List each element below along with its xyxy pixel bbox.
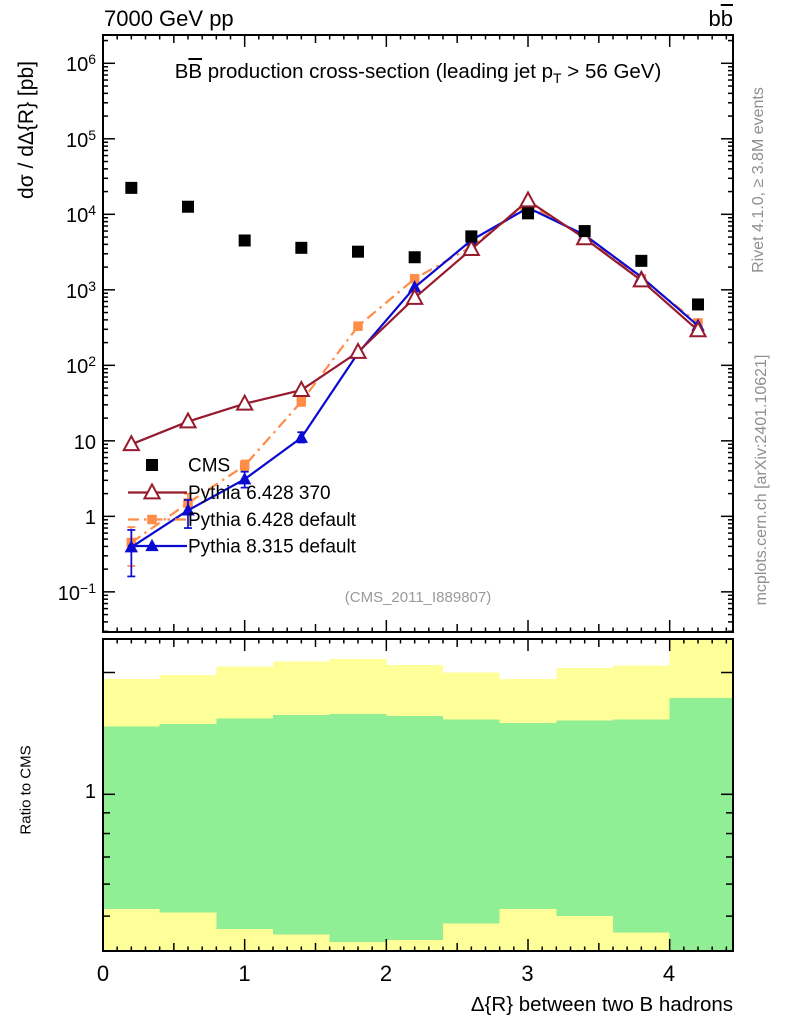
ymain-tick-1e3: 103 bbox=[65, 278, 96, 303]
legend: CMS Pythia 6.428 370 Pythia 6.428 default P… bbox=[128, 456, 357, 558]
data-marker bbox=[238, 234, 251, 247]
series-line bbox=[130, 202, 699, 544]
data-marker bbox=[142, 482, 162, 500]
data-marker bbox=[353, 321, 363, 331]
series-line bbox=[130, 199, 699, 446]
ymain-tick-1e6: 106 bbox=[65, 51, 96, 76]
data-marker bbox=[405, 287, 424, 305]
legend-label: Pythia 6.428 default bbox=[188, 510, 357, 531]
data-marker bbox=[235, 393, 254, 411]
analysis-id-watermark: (CMS_2011_I889807) bbox=[344, 589, 492, 606]
xtick-3: 3 bbox=[521, 961, 534, 986]
data-marker bbox=[518, 190, 538, 208]
data-marker bbox=[408, 251, 421, 264]
data-marker bbox=[294, 430, 309, 443]
ratio-axis-title: Ratio to CMS bbox=[17, 745, 35, 835]
data-marker bbox=[408, 280, 422, 293]
legend-item-pythia-6-428-default: Pythia 6.428 default bbox=[128, 510, 357, 531]
data-marker bbox=[692, 298, 705, 311]
data-marker bbox=[352, 245, 365, 258]
data-marker bbox=[146, 459, 158, 471]
rivet-version-note: Rivet 4.1.0, ≥ 3.8M events bbox=[750, 87, 767, 273]
data-marker bbox=[147, 514, 157, 525]
legend-label: CMS bbox=[188, 456, 230, 477]
xtick-2: 2 bbox=[379, 961, 393, 986]
data-marker bbox=[239, 460, 250, 471]
green-band-bin bbox=[499, 723, 557, 910]
ymain-tick-1: 1 bbox=[84, 507, 96, 529]
green-band-bin bbox=[159, 724, 217, 913]
ymain-tick-10: 10 bbox=[73, 432, 96, 454]
green-band-bin bbox=[443, 719, 500, 924]
green-band-bin bbox=[669, 697, 733, 951]
ymain-tick-1e4: 104 bbox=[65, 202, 96, 227]
green-band-bin bbox=[273, 715, 330, 935]
series-pythia-6-428-370 bbox=[122, 190, 708, 452]
data-marker bbox=[125, 181, 138, 194]
ratio-bands bbox=[103, 639, 733, 951]
data-marker bbox=[635, 254, 648, 267]
green-band-bin bbox=[103, 726, 160, 910]
green-band-bin bbox=[556, 720, 614, 917]
data-marker bbox=[409, 274, 420, 284]
data-marker bbox=[182, 200, 195, 213]
data-marker bbox=[122, 434, 141, 452]
data-marker bbox=[632, 270, 651, 288]
data-marker bbox=[578, 225, 591, 238]
ymain-tick-1e2: 102 bbox=[65, 353, 96, 378]
series-cms bbox=[125, 181, 705, 311]
data-marker bbox=[237, 472, 252, 485]
green-band-bin bbox=[216, 718, 274, 929]
legend-item-cms: CMS bbox=[146, 456, 230, 477]
xtick-4: 4 bbox=[662, 961, 676, 986]
ymain-tick-1e-1: 10−1 bbox=[57, 580, 96, 605]
xtick-0: 0 bbox=[96, 961, 110, 986]
x-axis-title: Δ{R} between two B hadrons bbox=[470, 993, 733, 1016]
legend-label: Pythia 6.428 370 bbox=[188, 483, 331, 504]
y-axis-title: dσ / dΔ{R} [pb] bbox=[15, 61, 38, 199]
legend-item-pythia-6-428-370: Pythia 6.428 370 bbox=[128, 482, 331, 504]
data-marker bbox=[688, 320, 708, 338]
data-marker bbox=[348, 341, 368, 359]
plot-title: BB production cross-section (leading jet… bbox=[174, 60, 662, 86]
data-marker bbox=[178, 411, 198, 429]
green-band-bin bbox=[613, 719, 670, 933]
legend-item-pythia-8-315-default: Pythia 8.315 default bbox=[128, 537, 357, 558]
error-bar bbox=[127, 529, 136, 578]
data-marker bbox=[575, 228, 594, 246]
green-band-bin bbox=[386, 716, 444, 940]
main-panel-frame bbox=[102, 34, 734, 633]
beam-energy-label: 7000 GeV pp bbox=[104, 6, 234, 31]
data-marker bbox=[522, 207, 535, 220]
data-marker bbox=[296, 396, 307, 407]
ymain-tick-1e5: 105 bbox=[65, 127, 96, 152]
data-marker bbox=[462, 239, 481, 257]
legend-label: Pythia 8.315 default bbox=[188, 537, 357, 558]
data-marker bbox=[181, 503, 195, 516]
ratio-tick-1: 1 bbox=[84, 781, 96, 803]
data-marker bbox=[145, 538, 159, 552]
axis-ticks bbox=[102, 35, 733, 951]
data-marker bbox=[465, 230, 478, 243]
process-label: bb bbox=[708, 6, 734, 31]
xtick-1: 1 bbox=[238, 961, 251, 986]
green-band-bin bbox=[329, 713, 387, 942]
data-marker bbox=[292, 379, 311, 397]
mcplots-arxiv-note: mcplots.cern.ch [arXiv:2401.10621] bbox=[753, 354, 770, 606]
data-marker bbox=[295, 241, 308, 254]
